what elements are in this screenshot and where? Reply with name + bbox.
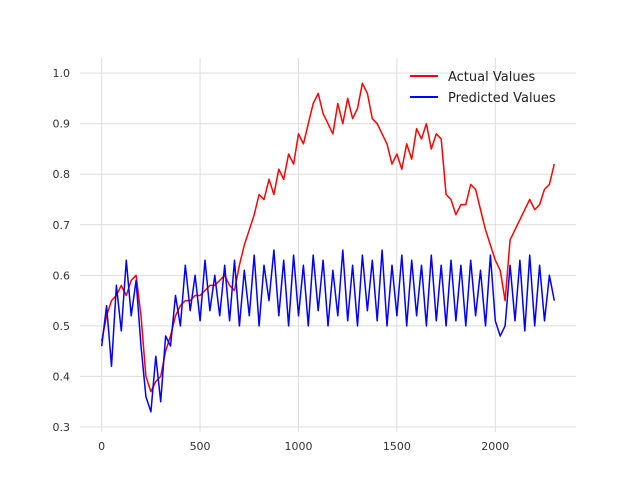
x-tick-label: 2000: [481, 440, 509, 453]
y-tick-label: 0.6: [53, 269, 71, 282]
y-tick-label: 0.9: [53, 118, 71, 131]
series-lines: [100, 82, 556, 413]
y-tick-label: 0.8: [53, 168, 71, 181]
series-line-actual: [100, 82, 556, 393]
legend-label-predicted: Predicted Values: [448, 91, 556, 106]
legend: Actual Values Predicted Values: [410, 70, 556, 106]
legend-label-actual: Actual Values: [448, 70, 536, 85]
x-tick-label: 1000: [284, 440, 312, 453]
x-tick-label: 500: [190, 440, 211, 453]
x-tick-label: 1500: [383, 440, 411, 453]
y-tick-label: 0.5: [53, 320, 71, 333]
y-tick-label: 0.4: [53, 370, 71, 383]
y-tick-label: 0.7: [53, 219, 71, 232]
series-line-predicted: [100, 249, 556, 413]
y-tick-label: 0.3: [53, 421, 71, 434]
y-tick-label: 1.0: [53, 67, 71, 80]
x-tick-label: 0: [98, 440, 105, 453]
y-axis-ticks: 0.3 0.4 0.5 0.6 0.7 0.8 0.9 1.0: [53, 67, 71, 434]
x-axis-ticks: 0 500 1000 1500 2000: [98, 440, 509, 453]
